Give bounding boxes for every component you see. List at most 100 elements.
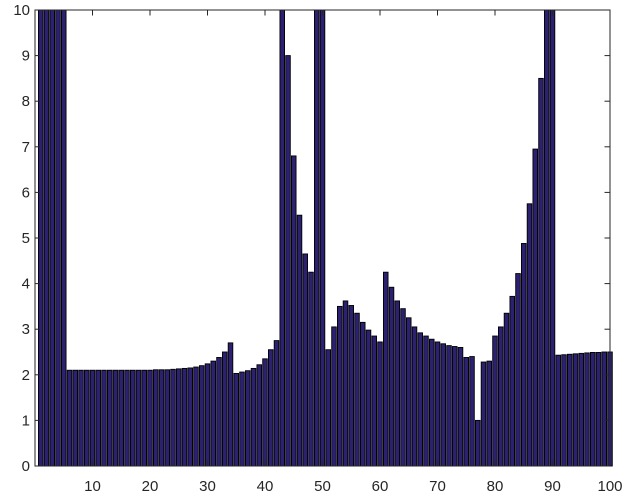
bar	[279, 9, 286, 467]
bar	[262, 358, 268, 467]
bar	[406, 317, 412, 467]
bar	[578, 352, 585, 467]
bar	[446, 345, 452, 467]
bar	[55, 9, 61, 467]
bar	[360, 321, 366, 467]
x-tick-label: 10	[84, 478, 101, 495]
bar	[66, 369, 73, 467]
bar	[394, 300, 401, 467]
x-tick-label: 100	[597, 478, 622, 495]
y-tick-label: 10	[13, 2, 30, 19]
x-tick-label: 40	[257, 478, 274, 495]
bar	[308, 271, 314, 467]
bar	[549, 9, 556, 467]
y-tick-label: 8	[22, 93, 30, 110]
bar	[210, 360, 216, 467]
bar	[170, 368, 176, 467]
bar	[61, 9, 67, 467]
bar	[452, 346, 458, 467]
y-tick-label: 9	[22, 48, 30, 65]
bar	[221, 351, 228, 467]
bar	[457, 346, 464, 467]
bar	[256, 364, 263, 467]
y-tick-label: 7	[22, 139, 30, 156]
bar	[337, 305, 343, 467]
bar	[198, 365, 205, 467]
bar	[244, 370, 251, 467]
x-tick-label: 70	[429, 478, 446, 495]
x-tick-label: 60	[372, 478, 389, 495]
bar	[95, 369, 101, 467]
bar	[181, 367, 188, 467]
bar	[377, 341, 383, 467]
bar	[526, 203, 533, 467]
bar	[354, 312, 360, 467]
bar	[112, 369, 119, 467]
bar	[567, 353, 573, 467]
x-tick-label: 20	[142, 478, 159, 495]
bar	[601, 351, 608, 467]
bar	[101, 369, 107, 467]
x-tick-label: 30	[199, 478, 216, 495]
bar	[43, 9, 50, 467]
bar	[175, 368, 182, 467]
y-tick-label: 6	[22, 184, 30, 201]
bar	[486, 360, 493, 467]
bar	[480, 361, 487, 467]
bar	[158, 369, 165, 467]
bar	[319, 9, 326, 467]
bar	[555, 354, 562, 467]
bar	[590, 352, 596, 467]
bar	[440, 343, 447, 467]
bar	[544, 9, 550, 467]
bar	[342, 300, 349, 467]
bar	[291, 155, 297, 467]
bar	[268, 349, 274, 467]
bar	[204, 363, 211, 467]
x-tick-label: 50	[314, 478, 331, 495]
bar	[348, 305, 355, 467]
x-tick-label: 90	[544, 478, 561, 495]
bar	[498, 326, 504, 467]
bar	[193, 366, 199, 467]
y-tick-label: 4	[22, 276, 30, 293]
bar	[388, 286, 395, 467]
y-tick-labels: 0 1 2 3 4 5 6 7 8 9 10	[13, 2, 30, 475]
y-tick-label: 1	[22, 412, 30, 429]
bar	[434, 341, 441, 467]
bar	[164, 369, 170, 467]
bar	[72, 369, 78, 467]
bar	[469, 356, 475, 467]
bar	[273, 340, 280, 467]
bar	[106, 369, 113, 467]
bar	[383, 271, 389, 467]
bar	[141, 369, 147, 467]
y-tick-label: 0	[22, 458, 30, 475]
bar	[83, 369, 90, 467]
bar	[463, 357, 470, 467]
bar	[371, 335, 378, 467]
bar	[187, 367, 193, 467]
bar	[417, 332, 424, 467]
bar	[572, 353, 579, 467]
bar	[227, 342, 234, 467]
bar	[296, 214, 303, 467]
bar	[147, 369, 153, 467]
bar	[89, 369, 96, 467]
x-tick-label: 80	[487, 478, 504, 495]
bar	[135, 369, 142, 467]
bar	[411, 326, 418, 467]
bar	[365, 329, 372, 467]
y-tick-label: 3	[22, 321, 30, 338]
bar	[515, 273, 521, 467]
bar	[584, 352, 590, 467]
bar	[314, 9, 320, 467]
bar	[285, 55, 291, 467]
bar	[475, 419, 481, 467]
bar	[250, 367, 257, 467]
bar	[152, 369, 159, 467]
bar	[124, 369, 130, 467]
bar	[233, 372, 239, 467]
y-tick-label: 5	[22, 230, 30, 247]
